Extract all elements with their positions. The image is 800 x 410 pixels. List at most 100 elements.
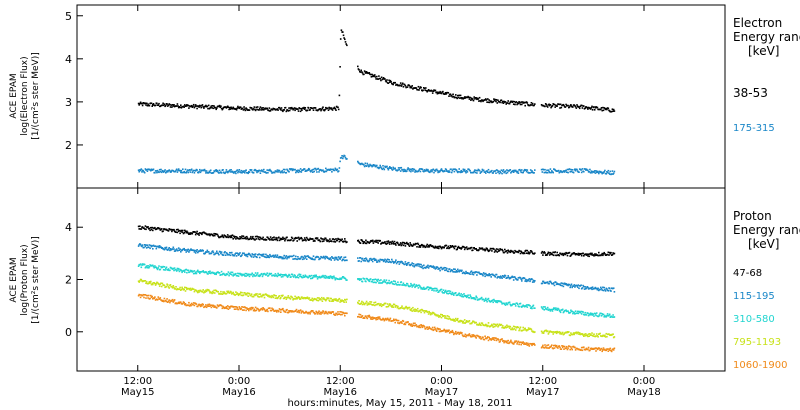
data-point bbox=[153, 297, 155, 300]
data-point bbox=[585, 347, 588, 350]
data-point bbox=[202, 250, 204, 252]
data-point bbox=[574, 253, 576, 255]
data-point bbox=[402, 244, 405, 247]
data-point bbox=[593, 106, 595, 108]
data-point bbox=[588, 171, 590, 173]
data-point bbox=[446, 330, 448, 333]
data-point bbox=[570, 332, 572, 334]
data-point bbox=[531, 307, 533, 310]
data-point bbox=[410, 324, 412, 327]
data-point bbox=[250, 255, 252, 257]
data-point bbox=[362, 301, 364, 304]
data-point bbox=[291, 255, 294, 258]
data-point bbox=[587, 255, 589, 257]
data-point bbox=[229, 108, 232, 110]
data-point bbox=[576, 310, 579, 313]
data-point bbox=[461, 272, 464, 275]
data-point bbox=[435, 91, 438, 93]
data-point bbox=[288, 311, 291, 313]
data-point bbox=[571, 310, 573, 313]
data-point bbox=[192, 169, 195, 172]
data-point bbox=[519, 103, 522, 106]
data-point bbox=[504, 326, 506, 329]
data-point bbox=[165, 285, 168, 288]
data-point bbox=[612, 172, 615, 175]
data-point bbox=[454, 96, 456, 99]
data-point bbox=[375, 239, 377, 242]
data-point bbox=[240, 169, 243, 172]
data-point bbox=[438, 330, 441, 333]
data-point bbox=[180, 251, 182, 253]
data-point bbox=[425, 245, 428, 247]
data-point bbox=[414, 322, 416, 325]
data-point bbox=[193, 106, 196, 109]
data-point bbox=[364, 162, 367, 165]
data-point bbox=[226, 252, 228, 255]
data-point bbox=[406, 168, 409, 171]
data-point bbox=[151, 226, 153, 229]
data-point bbox=[374, 241, 377, 243]
data-point bbox=[170, 104, 172, 106]
data-point bbox=[376, 75, 378, 78]
data-point bbox=[241, 309, 244, 311]
data-point bbox=[318, 275, 321, 278]
data-point bbox=[385, 279, 388, 281]
data-point bbox=[137, 280, 140, 282]
data-point bbox=[512, 169, 514, 172]
data-point bbox=[183, 231, 185, 234]
data-point bbox=[525, 249, 527, 252]
data-point bbox=[542, 252, 545, 254]
data-point bbox=[499, 101, 501, 104]
data-point bbox=[291, 296, 294, 299]
data-point bbox=[331, 300, 333, 302]
data-point bbox=[232, 275, 234, 277]
data-point bbox=[250, 235, 252, 238]
data-point bbox=[230, 271, 232, 274]
data-point bbox=[147, 103, 149, 105]
data-point bbox=[400, 281, 403, 283]
data-point bbox=[497, 248, 499, 251]
data-point bbox=[241, 172, 243, 174]
data-point bbox=[227, 290, 230, 293]
data-point bbox=[447, 245, 450, 248]
data-point bbox=[414, 243, 416, 246]
data-point bbox=[461, 334, 464, 336]
data-point bbox=[320, 108, 323, 111]
data-point bbox=[365, 242, 368, 245]
data-point bbox=[218, 104, 221, 107]
data-point bbox=[333, 298, 336, 300]
data-point bbox=[172, 301, 175, 303]
data-point bbox=[340, 156, 343, 159]
data-point bbox=[550, 345, 552, 348]
data-point bbox=[370, 164, 373, 167]
data-point bbox=[270, 170, 273, 173]
data-point bbox=[612, 110, 614, 112]
data-point bbox=[138, 281, 140, 283]
data-point bbox=[406, 308, 409, 310]
data-point bbox=[431, 266, 434, 268]
data-point bbox=[311, 169, 313, 171]
data-point bbox=[487, 339, 490, 342]
data-point bbox=[148, 104, 151, 107]
data-point bbox=[220, 305, 223, 307]
data-point bbox=[425, 287, 428, 289]
data-point bbox=[252, 295, 255, 298]
data-point bbox=[325, 255, 327, 258]
data-point bbox=[357, 68, 360, 70]
data-point bbox=[312, 107, 314, 110]
data-point bbox=[421, 309, 424, 311]
data-point bbox=[335, 258, 337, 260]
data-point bbox=[504, 325, 507, 328]
data-point bbox=[290, 108, 292, 110]
data-point bbox=[190, 304, 192, 307]
data-point bbox=[490, 339, 492, 341]
data-point bbox=[461, 294, 464, 296]
data-point bbox=[508, 341, 511, 344]
data-point bbox=[450, 171, 453, 174]
data-point bbox=[317, 256, 320, 258]
data-point bbox=[459, 247, 462, 249]
data-point bbox=[174, 170, 177, 173]
data-point bbox=[572, 253, 574, 255]
data-point bbox=[256, 272, 259, 274]
data-point bbox=[427, 168, 429, 171]
